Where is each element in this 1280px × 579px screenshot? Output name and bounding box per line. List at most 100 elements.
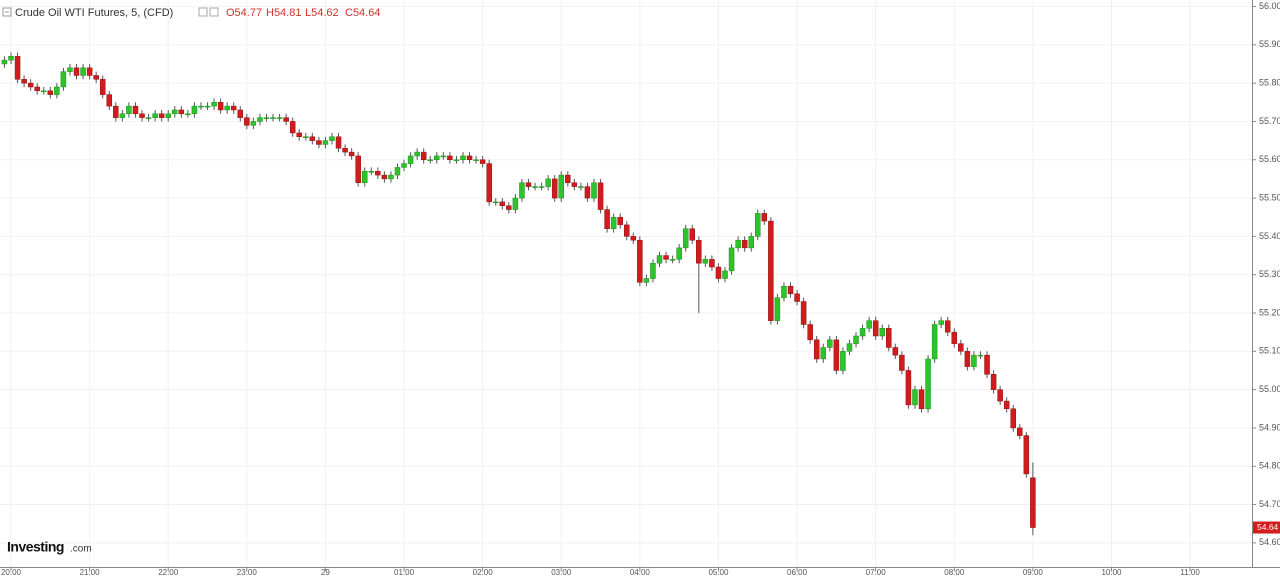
candle-body bbox=[853, 335, 859, 344]
candle-body bbox=[296, 132, 302, 138]
brand-suffix: .com bbox=[70, 544, 92, 555]
candle-body bbox=[715, 266, 722, 279]
candle-body bbox=[597, 182, 604, 210]
candle-body bbox=[519, 182, 525, 199]
candle-body bbox=[565, 174, 571, 183]
candle-body bbox=[807, 324, 813, 341]
x-tick-label: 05:00 bbox=[708, 568, 729, 577]
grid bbox=[0, 0, 1252, 567]
y-tick-label: 55.70 bbox=[1259, 116, 1280, 126]
y-tick-label: 54.90 bbox=[1259, 422, 1280, 432]
y-tick-label: 55.20 bbox=[1259, 307, 1280, 317]
candle-body bbox=[958, 343, 964, 352]
candle-body bbox=[800, 301, 807, 325]
candle-body bbox=[755, 213, 761, 237]
candle-body bbox=[774, 297, 781, 321]
candle-body bbox=[971, 354, 977, 367]
candle-body bbox=[303, 136, 309, 139]
x-tick-label: 04:00 bbox=[630, 568, 651, 577]
y-tick-label: 55.80 bbox=[1259, 78, 1280, 88]
candle-body bbox=[309, 136, 316, 141]
x-tick-label: 21:00 bbox=[80, 568, 101, 577]
x-tick-label: 10:00 bbox=[1101, 568, 1122, 577]
candle-body bbox=[951, 331, 958, 344]
y-tick-label: 55.50 bbox=[1259, 192, 1280, 202]
candle-body bbox=[872, 320, 879, 337]
collapse-icon[interactable] bbox=[2, 7, 12, 17]
candle-body bbox=[172, 109, 178, 115]
candle-body bbox=[283, 117, 289, 122]
candle-body bbox=[86, 67, 93, 76]
candle-body bbox=[250, 121, 257, 126]
candle-body bbox=[244, 117, 250, 126]
candle-body bbox=[401, 163, 407, 168]
candle-body bbox=[1010, 408, 1016, 429]
candle-body bbox=[663, 255, 669, 260]
candle-body bbox=[813, 339, 820, 360]
candle-body bbox=[126, 105, 132, 115]
candle-body bbox=[34, 86, 40, 92]
x-tick-label: 20:00 bbox=[1, 568, 22, 577]
candle-body bbox=[1003, 400, 1010, 410]
candle-body bbox=[643, 278, 650, 283]
candle-body bbox=[787, 285, 794, 295]
candle-body bbox=[329, 136, 335, 141]
candle-body bbox=[41, 90, 47, 93]
candle-body bbox=[348, 151, 355, 157]
candle-body bbox=[99, 79, 106, 95]
candle-body bbox=[492, 201, 499, 204]
x-tick-label: 03:00 bbox=[551, 568, 572, 577]
settings-icon[interactable] bbox=[198, 7, 208, 17]
candle-body bbox=[8, 56, 14, 61]
candle-body bbox=[669, 259, 676, 261]
candle-body bbox=[453, 159, 460, 162]
candle-body bbox=[990, 374, 997, 390]
candle-body bbox=[741, 239, 748, 249]
candle-body bbox=[14, 56, 21, 80]
candle-body bbox=[931, 324, 938, 360]
candle-body bbox=[918, 389, 925, 410]
candle-body bbox=[912, 389, 918, 406]
candle-body bbox=[761, 213, 768, 222]
brand-logo: Investing bbox=[7, 539, 64, 555]
candle-body bbox=[859, 328, 866, 337]
candle-body bbox=[748, 236, 754, 249]
candle-body bbox=[702, 259, 709, 264]
candle-body bbox=[322, 140, 329, 145]
candle-body bbox=[460, 155, 466, 161]
y-tick-label: 54.70 bbox=[1259, 499, 1280, 509]
candle-body bbox=[676, 247, 682, 260]
candle-body bbox=[106, 94, 113, 107]
open-label: O54.77 bbox=[226, 7, 262, 19]
candle-body bbox=[833, 339, 840, 371]
high-label: H54.81 bbox=[266, 7, 301, 19]
candle-body bbox=[545, 178, 551, 187]
candle-body bbox=[584, 186, 591, 199]
x-tick-label: 23:00 bbox=[237, 568, 258, 577]
y-tick-label: 55.90 bbox=[1259, 39, 1280, 49]
candle-body bbox=[407, 155, 414, 164]
candle-body bbox=[257, 117, 263, 122]
candle-body bbox=[525, 182, 532, 187]
candle-body bbox=[964, 351, 971, 367]
candle-body bbox=[866, 320, 872, 329]
candle-body bbox=[604, 209, 610, 229]
candle-body bbox=[682, 228, 689, 249]
candle-body bbox=[165, 113, 171, 118]
candle-body bbox=[624, 224, 630, 237]
candle-body bbox=[381, 174, 388, 180]
candle-body bbox=[794, 293, 800, 302]
settings-icon[interactable] bbox=[209, 7, 219, 17]
candle-body bbox=[113, 105, 119, 118]
candle-body bbox=[938, 320, 944, 325]
x-tick-label: 11:00 bbox=[1180, 568, 1200, 577]
candle-body bbox=[270, 117, 276, 119]
candle-body bbox=[178, 109, 185, 115]
candle-body bbox=[21, 79, 27, 84]
candle-body bbox=[571, 182, 578, 187]
chart-title: Crude Oil WTI Futures, 5, (CFD) bbox=[15, 7, 173, 19]
candle-body bbox=[984, 354, 990, 375]
candle-body bbox=[650, 262, 656, 279]
low-label: L54.62 bbox=[305, 7, 339, 19]
